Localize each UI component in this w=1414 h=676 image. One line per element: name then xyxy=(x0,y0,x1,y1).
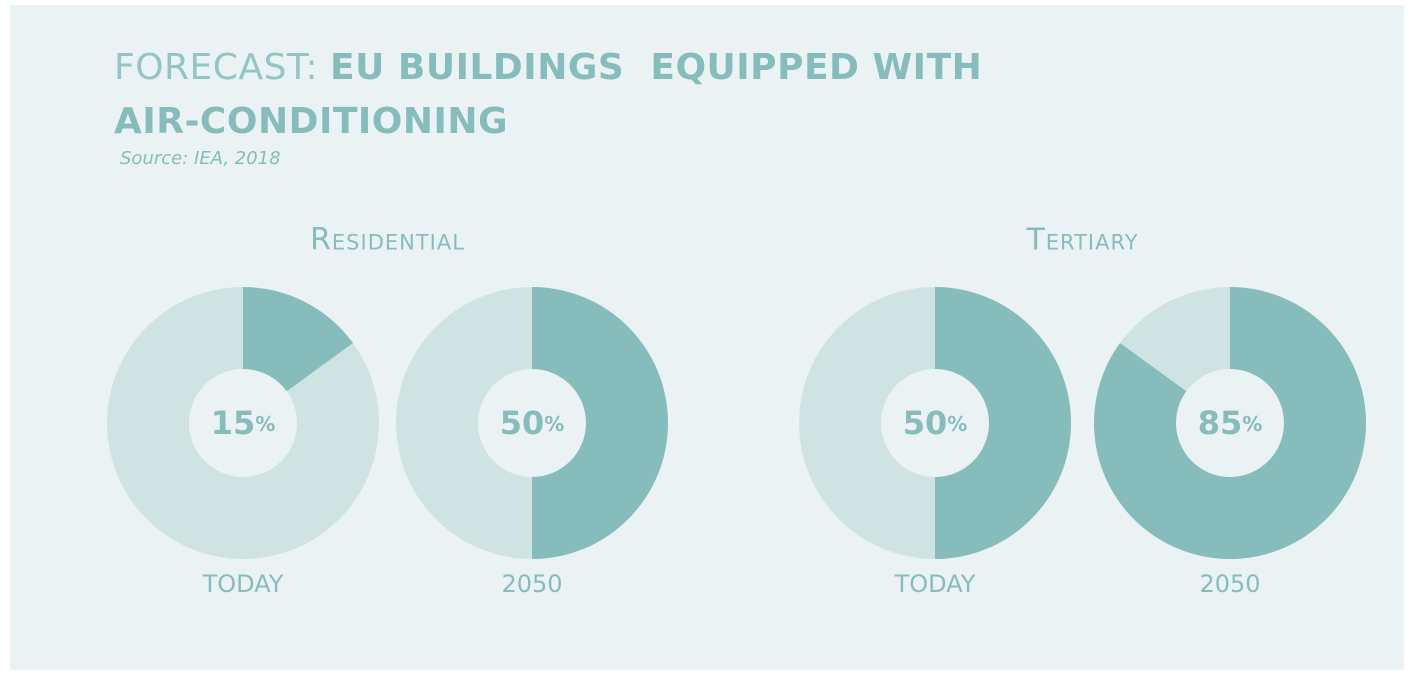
value-number: 50 xyxy=(903,404,948,442)
title: FORECAST: EU BUILDINGS EQUIPPED WITH AIR-… xyxy=(114,41,982,149)
donut-label: TODAY xyxy=(202,570,284,598)
value-label: 50% xyxy=(500,404,565,442)
value-number: 85 xyxy=(1198,404,1243,442)
donut-hole xyxy=(881,369,989,477)
value-label: 50% xyxy=(903,404,968,442)
source: Source: IEA, 2018 xyxy=(120,148,281,169)
donut-hole xyxy=(189,369,297,477)
donut-label: 2050 xyxy=(1199,570,1260,598)
donut-slice xyxy=(935,287,1071,559)
value-label: 85% xyxy=(1198,404,1263,442)
title-light: FORECAST: xyxy=(114,47,319,88)
donut-hole xyxy=(1176,369,1284,477)
group-title: Tertiary xyxy=(1025,223,1138,258)
donut-label: TODAY xyxy=(894,570,976,598)
value-number: 15 xyxy=(211,404,256,442)
group-title: Residential xyxy=(310,223,465,258)
title-bold: AIR-CONDITIONING xyxy=(114,101,509,142)
donut-slice xyxy=(532,287,668,559)
value-unit: % xyxy=(1242,412,1262,436)
value-label: 15% xyxy=(211,404,276,442)
value-unit: % xyxy=(255,412,275,436)
title-bold: EU BUILDINGS EQUIPPED WITH xyxy=(330,47,983,88)
value-number: 50 xyxy=(500,404,545,442)
value-unit: % xyxy=(947,412,967,436)
donut-label: 2050 xyxy=(501,570,562,598)
donut-hole xyxy=(478,369,586,477)
value-unit: % xyxy=(544,412,564,436)
